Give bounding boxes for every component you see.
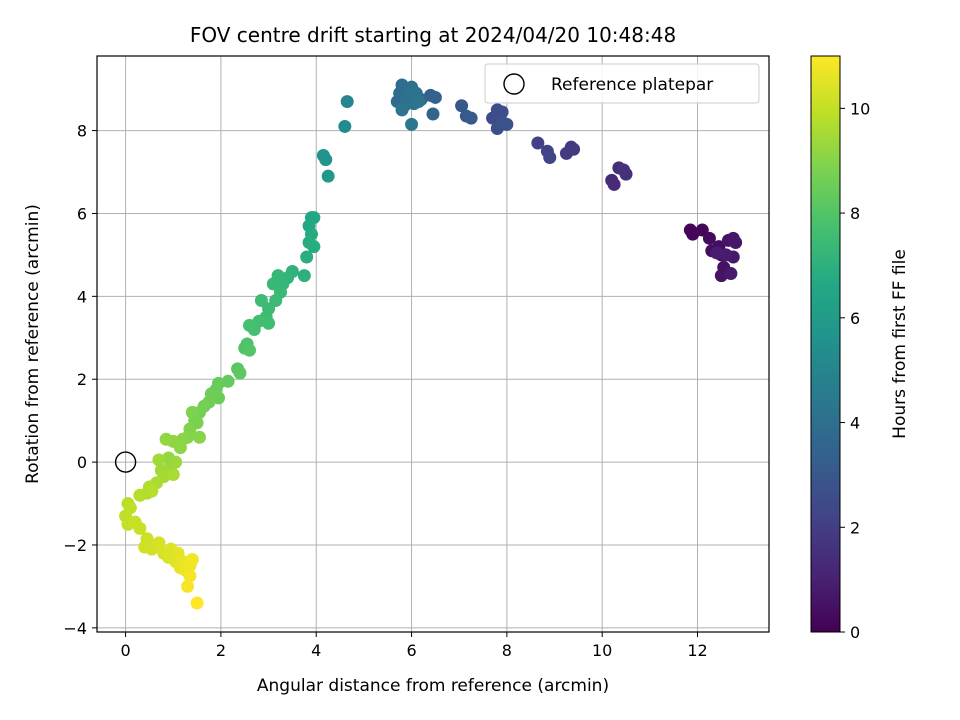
data-point <box>133 488 147 502</box>
scatter-points <box>119 78 743 610</box>
data-point <box>321 169 335 183</box>
data-point <box>617 163 631 177</box>
data-point <box>181 579 195 593</box>
data-point <box>412 95 426 109</box>
legend-marker-open-circle <box>503 73 525 95</box>
grid-lines <box>97 56 769 632</box>
legend: Reference platepar <box>484 63 760 104</box>
data-point <box>243 318 257 332</box>
legend-label-reference-platepar: Reference platepar <box>551 75 713 95</box>
reference-platepar-marker <box>114 451 137 473</box>
data-point <box>307 240 321 254</box>
colorbar: 0 2 4 6 8 10 Hours from first FF file <box>810 55 910 642</box>
colorbar-gradient <box>810 55 841 633</box>
colorbar-tick-label: 6 <box>850 309 860 328</box>
data-point <box>567 142 581 156</box>
data-point <box>729 235 743 249</box>
x-axis-ticks: 0 2 4 6 8 10 12 <box>121 632 708 660</box>
data-point <box>192 430 206 444</box>
y-tick-label: −2 <box>63 536 87 555</box>
x-tick-label: 6 <box>406 641 416 660</box>
data-point <box>145 484 159 498</box>
data-point <box>185 405 199 419</box>
data-point <box>190 596 204 610</box>
data-point <box>464 111 478 125</box>
colorbar-tick-label: 10 <box>850 99 870 118</box>
y-tick-label: 4 <box>77 287 87 306</box>
colorbar-tick-label: 2 <box>850 518 860 537</box>
y-tick-label: 2 <box>77 370 87 389</box>
data-point <box>340 95 354 109</box>
data-point <box>169 455 183 469</box>
data-point <box>243 343 257 357</box>
colorbar-label: Hours from first FF file <box>890 249 910 439</box>
data-point <box>405 117 419 131</box>
y-tick-label: 6 <box>77 204 87 223</box>
legend-box <box>484 63 760 104</box>
x-tick-label: 8 <box>502 641 512 660</box>
data-point <box>297 269 311 283</box>
data-point <box>426 107 440 121</box>
data-point <box>543 151 557 165</box>
data-point <box>152 453 166 467</box>
data-point <box>338 119 352 133</box>
data-point <box>254 293 268 307</box>
colorbar-tick-label: 0 <box>850 623 860 642</box>
y-axis-ticks: −4 −2 0 2 4 6 8 <box>63 122 97 638</box>
colorbar-tick-label: 8 <box>850 204 860 223</box>
data-point <box>607 177 621 191</box>
y-tick-label: −4 <box>63 619 87 638</box>
data-point <box>495 105 509 119</box>
data-point <box>300 250 314 264</box>
data-point <box>133 521 147 535</box>
x-tick-label: 2 <box>216 641 226 660</box>
data-point <box>702 231 716 245</box>
x-tick-label: 12 <box>687 641 707 660</box>
chart-title: FOV centre drift starting at 2024/04/20 … <box>190 23 676 47</box>
data-point <box>152 536 166 550</box>
data-point <box>319 153 333 167</box>
data-point <box>531 136 545 150</box>
reference-marker-layer <box>114 451 137 473</box>
data-point <box>185 552 199 566</box>
data-point <box>428 90 442 104</box>
data-point <box>724 267 738 281</box>
x-tick-label: 10 <box>592 641 612 660</box>
x-tick-label: 0 <box>121 641 131 660</box>
x-tick-label: 4 <box>311 641 321 660</box>
y-axis-label: Rotation from reference (arcmin) <box>23 204 43 484</box>
x-axis-label: Angular distance from reference (arcmin) <box>257 676 609 696</box>
colorbar-ticks: 0 2 4 6 8 10 <box>840 99 870 642</box>
data-point <box>495 115 509 129</box>
data-point <box>395 103 409 117</box>
data-point <box>710 246 724 260</box>
plot-frame <box>96 55 770 633</box>
y-tick-label: 0 <box>77 453 87 472</box>
data-point <box>233 366 247 380</box>
data-point <box>183 569 197 583</box>
y-tick-label: 8 <box>77 122 87 141</box>
data-point <box>159 432 173 446</box>
data-point <box>166 468 180 482</box>
colorbar-tick-label: 4 <box>850 414 860 433</box>
data-point <box>455 99 469 113</box>
